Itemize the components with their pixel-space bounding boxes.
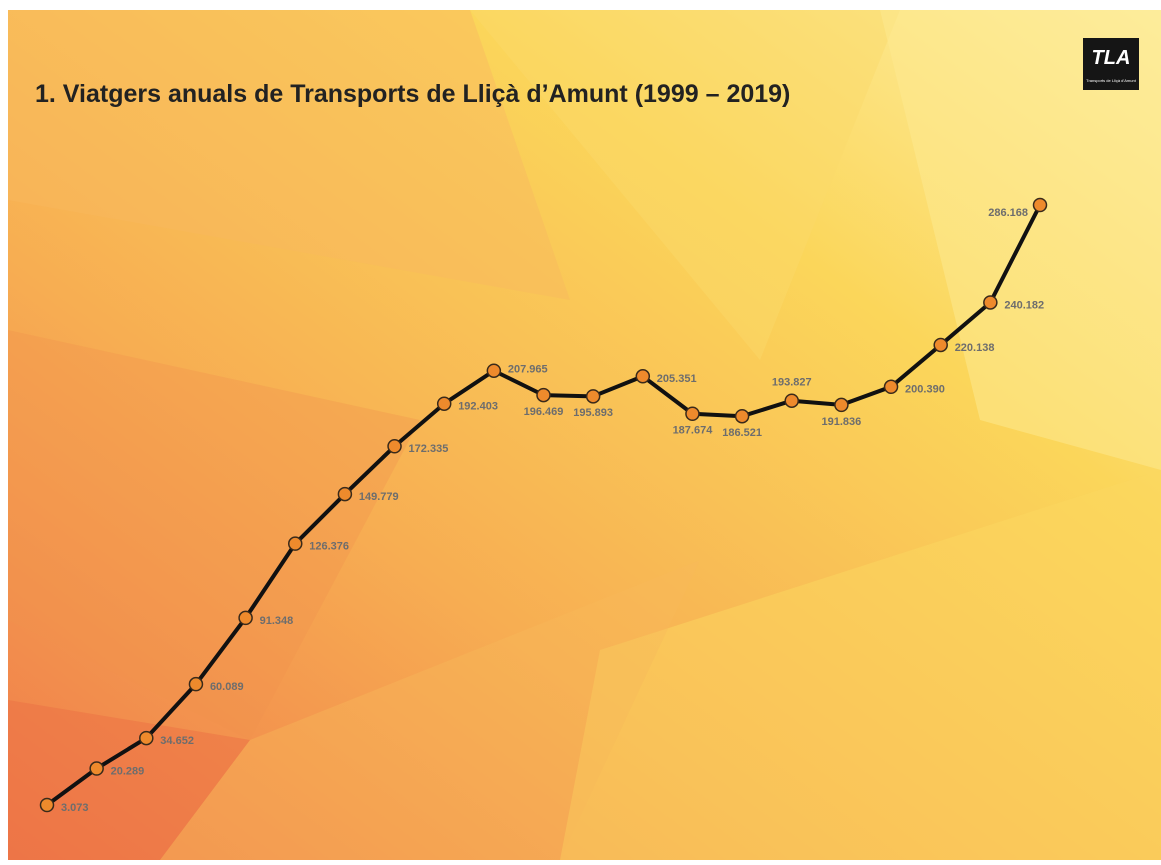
marker (487, 364, 500, 377)
chart-title: 1. Viatgers anuals de Transports de Lliç… (35, 80, 790, 108)
marker (636, 370, 649, 383)
value-label: 196.469 (524, 406, 564, 418)
value-label: 186.521 (722, 427, 762, 439)
marker (41, 799, 54, 812)
value-label: 205.351 (657, 373, 697, 385)
value-label: 149.779 (359, 491, 399, 503)
page: TLA Transports de Lliçà d’Amunt 1. Viatg… (0, 0, 1161, 865)
marker (338, 488, 351, 501)
value-label: 200.390 (905, 384, 945, 396)
marker (934, 338, 947, 351)
marker (388, 440, 401, 453)
marker (736, 410, 749, 423)
logo-text: TLA (1092, 47, 1131, 69)
value-label: 172.335 (409, 443, 449, 455)
value-label: 220.138 (955, 342, 995, 354)
marker (90, 762, 103, 775)
value-label: 126.376 (309, 541, 349, 553)
marker (140, 732, 153, 745)
marker (587, 390, 600, 403)
marker (686, 407, 699, 420)
value-label: 20.289 (111, 765, 145, 777)
value-label: 192.403 (458, 401, 498, 413)
marker (835, 398, 848, 411)
value-label: 3.073 (61, 802, 89, 814)
value-label: 91.348 (260, 615, 294, 627)
marker (885, 380, 898, 393)
logo-subtitle: Transports de Lliçà d’Amunt (1086, 78, 1137, 83)
marker (1034, 199, 1047, 212)
logo: TLA Transports de Lliçà d’Amunt (1083, 38, 1139, 90)
value-label: 34.652 (160, 735, 194, 747)
value-label: 193.827 (772, 377, 812, 389)
background (8, 10, 1161, 860)
marker (289, 537, 302, 550)
marker (537, 389, 550, 402)
marker (785, 394, 798, 407)
value-label: 191.836 (822, 416, 862, 428)
marker (438, 397, 451, 410)
marker (189, 678, 202, 691)
value-label: 240.182 (1004, 299, 1044, 311)
marker (239, 611, 252, 624)
value-label: 187.674 (673, 425, 714, 437)
value-label: 195.893 (573, 407, 613, 419)
value-label: 286.168 (988, 207, 1028, 219)
value-label: 60.089 (210, 681, 244, 693)
marker (984, 296, 997, 309)
chart: TLA Transports de Lliçà d’Amunt 1. Viatg… (0, 0, 1161, 865)
value-label: 207.965 (508, 364, 548, 376)
